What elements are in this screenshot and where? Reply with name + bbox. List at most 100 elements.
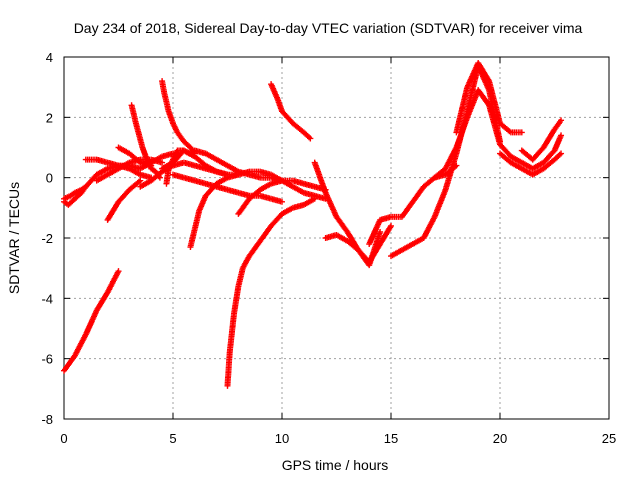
data-point-run <box>62 354 77 373</box>
data-point-run <box>127 178 142 192</box>
data-point-run <box>127 151 142 165</box>
data-point-run <box>226 163 240 174</box>
data-point <box>307 135 314 142</box>
data-point-run <box>465 61 481 89</box>
data-point-run <box>94 290 110 312</box>
data-point-run <box>531 166 545 177</box>
data-series-t25 <box>497 150 565 178</box>
y-tick-label: 2 <box>46 110 53 125</box>
data-point-run <box>269 212 284 228</box>
data-point-run <box>410 185 426 204</box>
data-point-run <box>192 209 202 231</box>
data-point <box>115 268 122 275</box>
data-point-run <box>83 172 99 189</box>
data-point-run <box>453 115 470 149</box>
data-point-run <box>422 175 437 189</box>
data-point-run <box>79 184 88 192</box>
data-point-run <box>247 187 262 201</box>
data-point-run <box>421 215 437 240</box>
x-tick-label: 10 <box>275 431 289 446</box>
data-point-run <box>291 184 306 195</box>
data-point-run <box>486 103 503 146</box>
data-point-run <box>149 166 158 174</box>
data-point <box>159 159 166 166</box>
data-series-t23 <box>431 87 565 181</box>
data-point-run <box>116 187 132 204</box>
data-point-run <box>117 160 131 171</box>
data-point-run <box>149 169 164 183</box>
data-point-run <box>302 196 317 207</box>
x-tick-label: 15 <box>384 431 398 446</box>
data-series-t12 <box>163 147 198 187</box>
data-point-run <box>129 103 139 125</box>
data-point-run <box>399 200 415 219</box>
data-point-run <box>366 218 383 246</box>
data-point-run <box>312 161 329 195</box>
data-point-run <box>258 181 273 192</box>
data-point-run <box>66 197 77 207</box>
chart-title: Day 234 of 2018, Sidereal Day-to-day VTE… <box>74 20 583 36</box>
data-point-run <box>498 142 513 159</box>
data-point <box>311 195 318 202</box>
data-point-run <box>187 227 198 249</box>
data-point-run <box>240 254 252 270</box>
data-point-run <box>170 121 180 134</box>
data-point-run <box>291 121 306 135</box>
data-point-run <box>400 241 415 253</box>
y-tick-label: 0 <box>46 171 53 186</box>
data-point-run <box>443 146 459 171</box>
y-tick-label: -6 <box>41 352 53 367</box>
data-point-run <box>531 160 545 171</box>
data-point-run <box>520 160 535 171</box>
y-axis: -8 -6 -4 -2 0 2 4 <box>41 50 609 427</box>
data-point <box>388 222 394 229</box>
data-point-run <box>335 232 349 244</box>
data-point-run <box>509 154 524 165</box>
data-point-run <box>520 166 535 177</box>
data-point-run <box>345 239 360 252</box>
data-point-run <box>133 122 145 149</box>
data-series-t22 <box>388 63 503 260</box>
data-point <box>558 150 565 157</box>
data-point-run <box>117 145 131 156</box>
data-point-run <box>128 166 142 177</box>
data-point-run <box>182 139 193 150</box>
data-point <box>518 129 525 136</box>
data-point-run <box>476 88 492 107</box>
data-point-run <box>62 199 70 207</box>
data-point-run <box>486 79 503 125</box>
data-point-run <box>443 152 459 192</box>
data-point-run <box>509 160 524 171</box>
data-point-run <box>235 266 246 288</box>
data-point-run <box>176 147 186 154</box>
data-point-run <box>95 166 109 177</box>
data-series-t4 <box>82 156 155 181</box>
x-tick-label: 20 <box>493 431 507 446</box>
x-tick-label: 25 <box>602 431 616 446</box>
data-point-run <box>106 166 120 177</box>
data-point <box>82 183 89 190</box>
data-point-run <box>542 157 557 171</box>
data-series-t19 <box>311 159 394 266</box>
data-point-run <box>231 284 242 315</box>
data-point-run <box>215 157 229 168</box>
data-point <box>191 153 198 160</box>
y-tick-label: 4 <box>46 50 53 65</box>
data-series-t3 <box>61 183 89 202</box>
data-point-run <box>411 235 426 247</box>
data-series-t18 <box>268 81 314 142</box>
data-point-run <box>541 148 557 165</box>
data-series-t16 <box>224 195 318 389</box>
y-tick-label: -4 <box>41 291 53 306</box>
data-point-run <box>170 149 180 162</box>
data-point <box>558 132 565 139</box>
x-tick-label: 5 <box>169 431 176 446</box>
data-point-run <box>182 148 197 159</box>
data-series-t20 <box>322 228 384 269</box>
data-point-run <box>258 224 274 243</box>
data-series-t13 <box>170 171 285 205</box>
data-point-run <box>159 79 167 95</box>
data-point-run <box>62 193 72 201</box>
data-point <box>279 198 285 205</box>
